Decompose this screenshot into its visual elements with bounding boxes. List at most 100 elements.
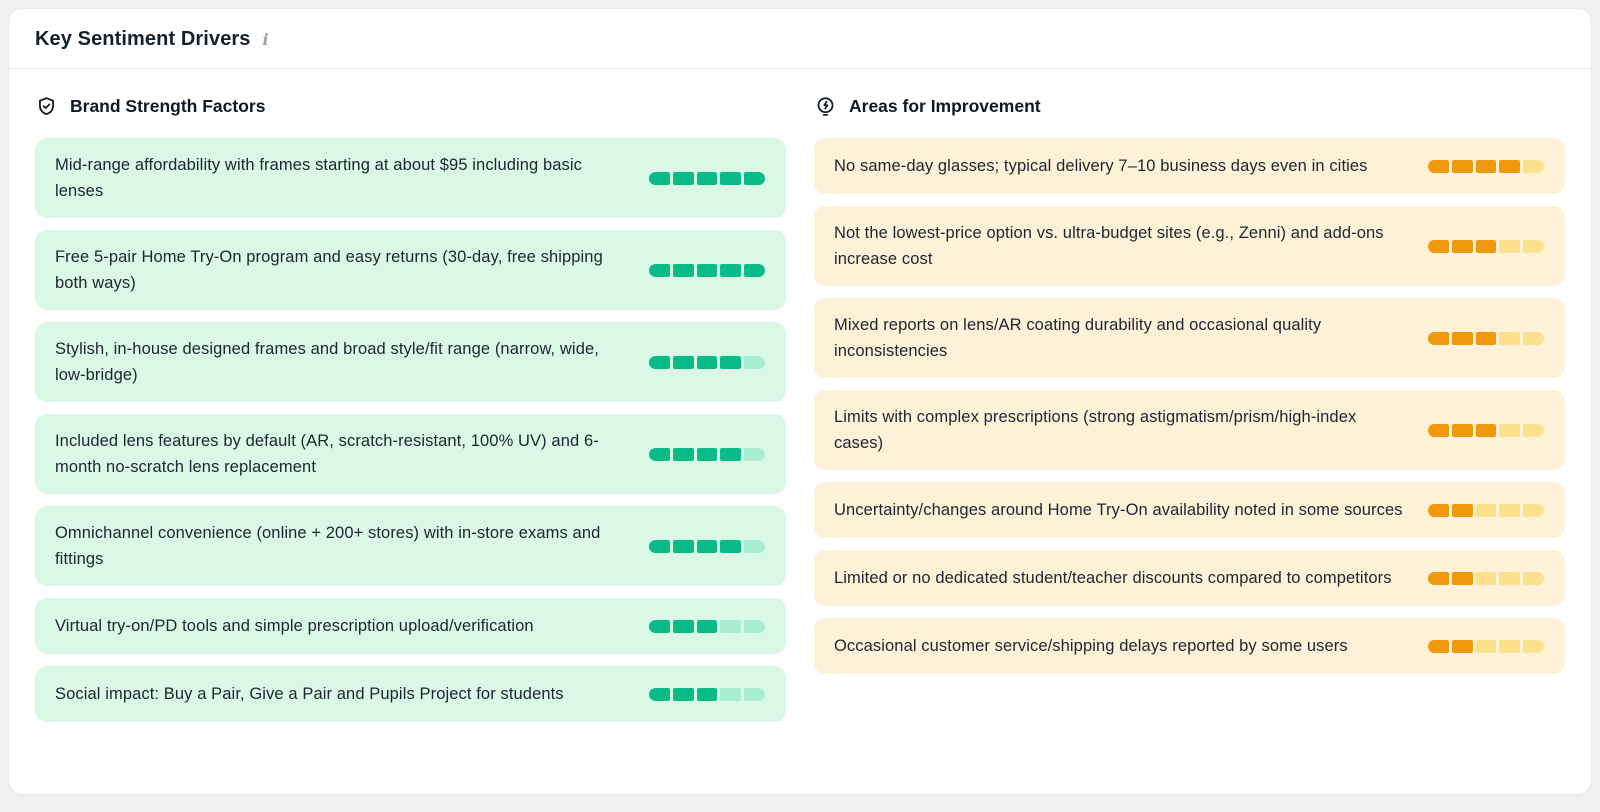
panel-header: Key Sentiment Drivers i <box>9 9 1591 69</box>
card-text: Uncertainty/changes around Home Try-On a… <box>834 501 1403 519</box>
score-segment <box>696 687 718 701</box>
info-icon[interactable]: i <box>262 29 269 49</box>
score-segment <box>1451 331 1473 345</box>
score-bar <box>1428 331 1544 345</box>
score-segment <box>672 447 694 461</box>
score-segment <box>1475 159 1497 173</box>
score-segment <box>1451 639 1473 653</box>
sentiment-card: Limited or no dedicated student/teacher … <box>814 550 1565 606</box>
score-bar <box>1428 239 1544 253</box>
score-segment <box>696 355 718 369</box>
column-brand-strength: Brand Strength Factors Mid-range afforda… <box>35 96 786 722</box>
sentiment-card: Uncertainty/changes around Home Try-On a… <box>814 482 1565 538</box>
score-segment <box>1523 503 1544 517</box>
score-segment <box>1451 239 1473 253</box>
sentiment-card: Included lens features by default (AR, s… <box>35 414 786 494</box>
score-bar <box>1428 423 1544 437</box>
sentiment-card: Mixed reports on lens/AR coating durabil… <box>814 298 1565 378</box>
score-segment <box>1523 423 1544 437</box>
card-text: Virtual try-on/PD tools and simple presc… <box>55 617 534 635</box>
score-segment <box>1499 639 1521 653</box>
score-segment <box>649 263 670 277</box>
score-segment <box>649 687 670 701</box>
score-segment <box>672 687 694 701</box>
score-bar <box>649 355 765 369</box>
sentiment-card: Free 5-pair Home Try-On program and easy… <box>35 230 786 310</box>
score-segment <box>720 447 742 461</box>
score-segment <box>1523 639 1544 653</box>
sentiment-card: Omnichannel convenience (online + 200+ s… <box>35 506 786 586</box>
column-areas-improvement: Areas for Improvement No same-day glasse… <box>814 96 1565 722</box>
score-segment <box>720 619 742 633</box>
score-bar <box>649 619 765 633</box>
score-segment <box>744 263 765 277</box>
score-segment <box>1451 423 1473 437</box>
score-segment <box>649 447 670 461</box>
sentiment-card: Not the lowest-price option vs. ultra-bu… <box>814 206 1565 286</box>
score-segment <box>1451 571 1473 585</box>
brand-strength-header: Brand Strength Factors <box>35 96 786 117</box>
score-segment <box>744 355 765 369</box>
card-text: Mid-range affordability with frames star… <box>55 156 583 200</box>
card-text: Included lens features by default (AR, s… <box>55 432 599 476</box>
score-segment <box>1499 159 1521 173</box>
score-segment <box>1475 503 1497 517</box>
score-segment <box>744 171 765 185</box>
card-text: Stylish, in-house designed frames and br… <box>55 340 599 384</box>
score-segment <box>1475 571 1497 585</box>
score-segment <box>1428 639 1449 653</box>
score-segment <box>1523 159 1544 173</box>
score-segment <box>720 687 742 701</box>
score-segment <box>1428 239 1449 253</box>
score-segment <box>744 447 765 461</box>
card-text: Free 5-pair Home Try-On program and easy… <box>55 248 603 292</box>
score-segment <box>696 619 718 633</box>
card-text: Limits with complex prescriptions (stron… <box>834 408 1357 452</box>
score-bar <box>649 171 765 185</box>
score-bar <box>1428 503 1544 517</box>
card-text: Not the lowest-price option vs. ultra-bu… <box>834 224 1384 268</box>
score-segment <box>1523 239 1544 253</box>
score-segment <box>672 539 694 553</box>
card-text: Social impact: Buy a Pair, Give a Pair a… <box>55 685 564 703</box>
score-segment <box>1523 571 1544 585</box>
score-segment <box>696 447 718 461</box>
card-text: Occasional customer service/shipping del… <box>834 637 1348 655</box>
areas-improvement-header: Areas for Improvement <box>814 96 1565 117</box>
score-segment <box>1451 503 1473 517</box>
areas-improvement-card-list: No same-day glasses; typical delivery 7–… <box>814 138 1565 674</box>
score-segment <box>649 171 670 185</box>
score-segment <box>1475 639 1497 653</box>
score-segment <box>672 355 694 369</box>
score-segment <box>720 263 742 277</box>
score-segment <box>744 619 765 633</box>
score-segment <box>744 539 765 553</box>
score-segment <box>1451 159 1473 173</box>
key-sentiment-drivers-panel: Key Sentiment Drivers i Brand Strength F… <box>8 8 1592 795</box>
card-text: Omnichannel convenience (online + 200+ s… <box>55 524 601 568</box>
columns-container: Brand Strength Factors Mid-range afforda… <box>9 96 1591 722</box>
score-segment <box>1499 503 1521 517</box>
card-text: Limited or no dedicated student/teacher … <box>834 569 1392 587</box>
score-segment <box>1428 159 1449 173</box>
brand-strength-card-list: Mid-range affordability with frames star… <box>35 138 786 722</box>
score-bar <box>1428 571 1544 585</box>
score-segment <box>1428 331 1449 345</box>
shield-check-icon <box>36 96 57 117</box>
score-segment <box>696 539 718 553</box>
score-segment <box>1475 331 1497 345</box>
panel-title: Key Sentiment Drivers <box>35 28 251 50</box>
score-segment <box>1475 423 1497 437</box>
sentiment-card: Stylish, in-house designed frames and br… <box>35 322 786 402</box>
sentiment-card: Virtual try-on/PD tools and simple presc… <box>35 598 786 654</box>
score-segment <box>696 171 718 185</box>
score-segment <box>672 171 694 185</box>
score-bar <box>649 687 765 701</box>
score-segment <box>1499 331 1521 345</box>
score-segment <box>649 619 670 633</box>
score-bar <box>649 539 765 553</box>
sentiment-card: Social impact: Buy a Pair, Give a Pair a… <box>35 666 786 722</box>
score-segment <box>1475 239 1497 253</box>
sentiment-card: Mid-range affordability with frames star… <box>35 138 786 218</box>
score-segment <box>1499 239 1521 253</box>
